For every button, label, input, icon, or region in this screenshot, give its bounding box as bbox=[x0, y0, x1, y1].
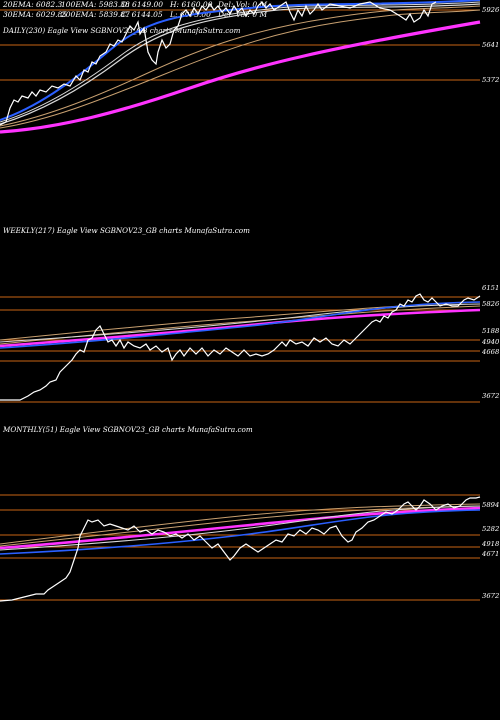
daily-ema-line bbox=[0, 3, 481, 125]
header-ema20: 20EMA: 6082.3 bbox=[2, 0, 62, 9]
header-ema200: 200EMA: 5839.87 bbox=[60, 10, 130, 19]
weekly-panel: WEEKLY(217) Eagle View SGBNOV23_GB chart… bbox=[0, 226, 500, 403]
header-ema100: 100EMA: 5983.38 bbox=[61, 0, 130, 9]
weekly-level-label: 4668 bbox=[481, 348, 500, 356]
daily-price-line bbox=[0, 1, 437, 126]
monthly-level-label: 3672 bbox=[482, 592, 499, 600]
weekly-level-label: 3672 bbox=[482, 392, 499, 400]
monthly-panel: MONTHLY(51) Eagle View SGBNOV23_GB chart… bbox=[0, 425, 500, 602]
daily-panel: DAILY(230) Eagle View SGBNOV23_GB charts… bbox=[0, 0, 500, 134]
header-ema30: 30EMA: 6029.85 bbox=[3, 10, 67, 19]
weekly-title: WEEKLY(217) Eagle View SGBNOV23_GB chart… bbox=[3, 226, 250, 235]
monthly-ema-line bbox=[0, 505, 481, 547]
daily-ema-line bbox=[0, 9, 481, 129]
weekly-level-label: 4940 bbox=[481, 338, 500, 346]
monthly-ema20-line bbox=[0, 509, 481, 555]
monthly-ema200-line bbox=[0, 506, 481, 550]
header-high: H: 6160.00 bbox=[169, 0, 213, 9]
weekly-level-label: 5826 bbox=[482, 300, 500, 308]
daily-level-label: 5641 bbox=[482, 41, 499, 49]
monthly-level-label: 4918 bbox=[481, 540, 500, 548]
monthly-level-label: 5282 bbox=[482, 525, 499, 533]
daily-ema20-line bbox=[0, 0, 481, 121]
weekly-ema-line bbox=[0, 301, 481, 341]
weekly-level-label: 6151 bbox=[482, 284, 499, 292]
weekly-level-label: 5188 bbox=[482, 327, 500, 335]
daily-level-label: 5372 bbox=[482, 76, 499, 84]
header-close: C: 6144.05 bbox=[121, 10, 163, 19]
monthly-ema-line bbox=[0, 503, 481, 545]
weekly-ema20-line bbox=[0, 301, 481, 349]
monthly-ema-line bbox=[0, 505, 481, 551]
daily-ema-line bbox=[0, 5, 481, 127]
header-open: O: 6149.00 bbox=[121, 0, 163, 9]
daily-level-label: 5926 bbox=[482, 6, 500, 14]
monthly-level-label: 4671 bbox=[481, 550, 499, 558]
daily-ema-line bbox=[0, 1, 481, 123]
header-vol: Del: Vol: 0 M bbox=[217, 0, 267, 9]
daily-title: DAILY(230) Eagle View SGBNOV23_GB charts… bbox=[2, 26, 241, 35]
monthly-price-line bbox=[0, 496, 481, 602]
daily-ema200-line bbox=[0, 20, 481, 134]
monthly-title: MONTHLY(51) Eagle View SGBNOV23_GB chart… bbox=[2, 425, 253, 434]
monthly-level-label: 5894 bbox=[482, 501, 499, 509]
weekly-ema200-line bbox=[0, 308, 481, 348]
weekly-price-line bbox=[0, 293, 481, 401]
